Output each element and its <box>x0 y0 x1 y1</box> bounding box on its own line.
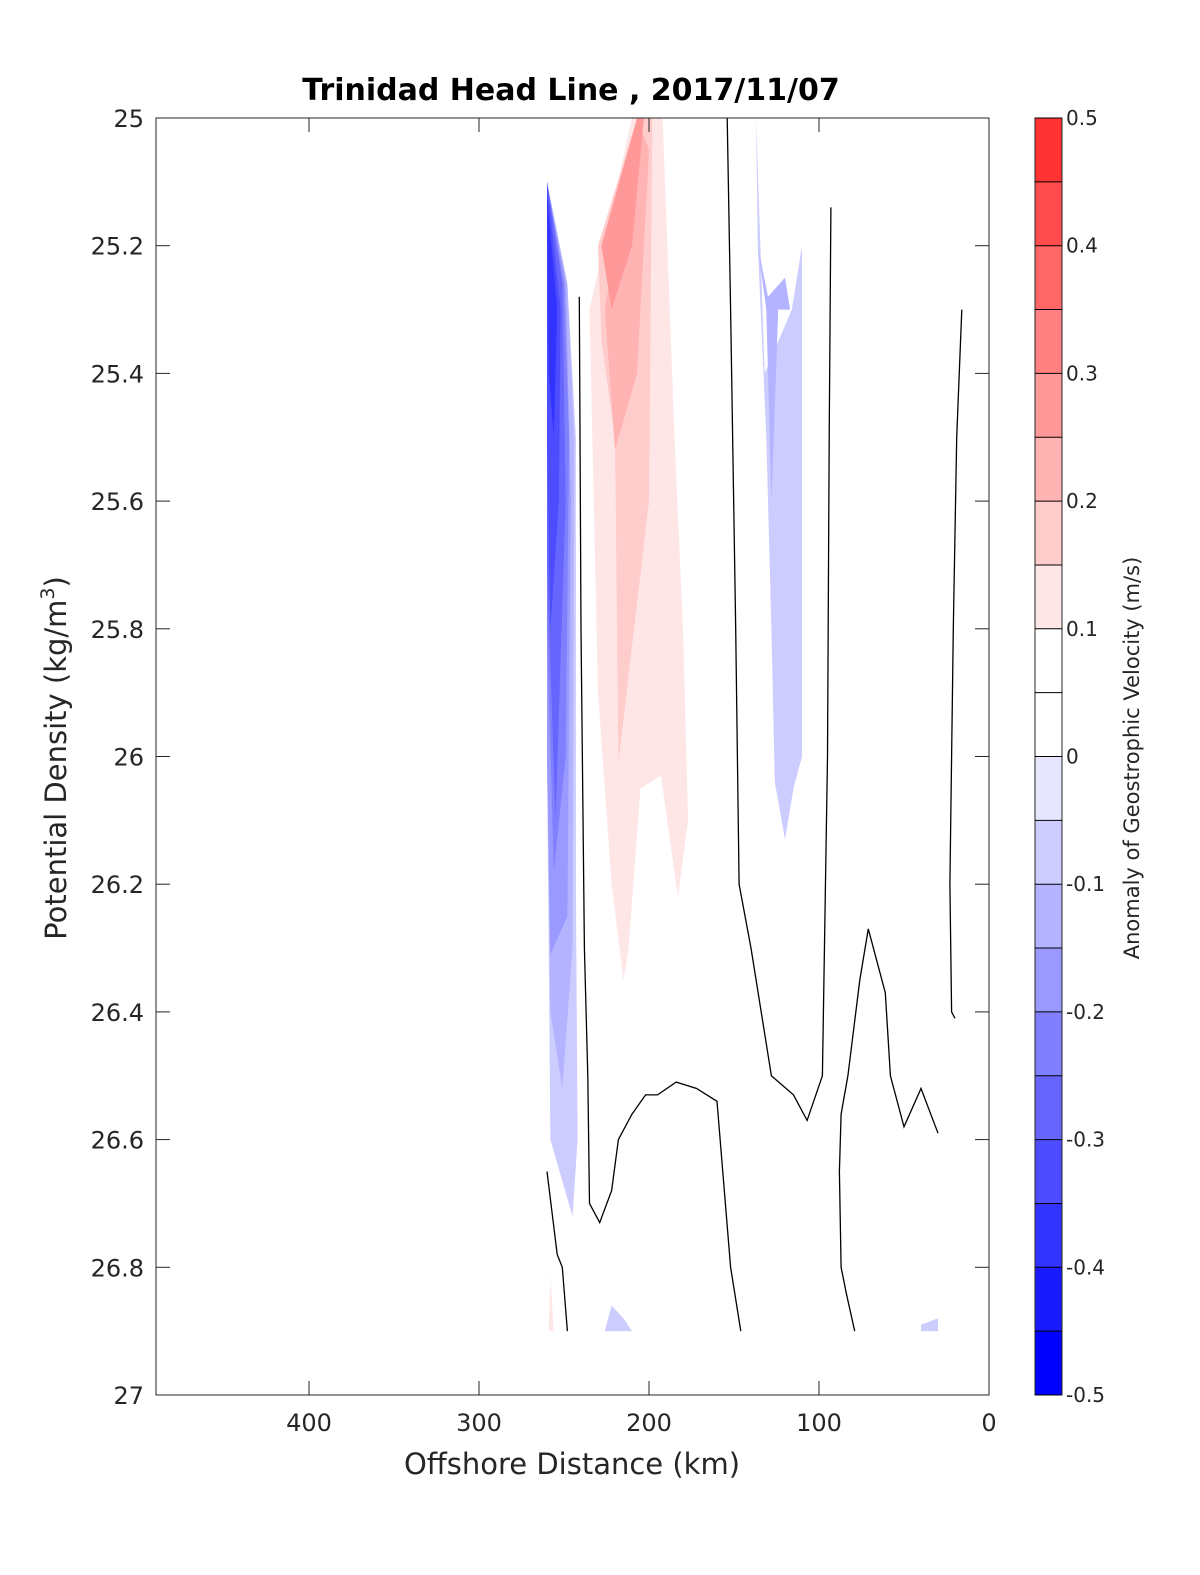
colorbar-tick-label: 0.5 <box>1066 106 1098 130</box>
colorbar-swatch <box>1035 1203 1062 1268</box>
colorbar-label: Anomaly of Geostrophic Velocity (m/s) <box>1120 557 1144 960</box>
region-neg-09 <box>757 245 791 502</box>
contour-zero-02 <box>726 117 832 1123</box>
colorbar-tick-label: 0.4 <box>1066 234 1098 258</box>
y-tick-label: 26.6 <box>91 1127 144 1155</box>
colorbar-swatch <box>1035 309 1062 374</box>
colorbar-swatch <box>1035 501 1062 565</box>
colorbar-swatch <box>1035 1075 1062 1140</box>
x-tick-labels: 400 300 200 100 0 <box>286 1409 997 1437</box>
contour-zero-04 <box>546 1171 569 1332</box>
zero-contour-lines <box>546 117 963 1332</box>
y-tick-label: 26.4 <box>91 999 144 1027</box>
y-axis-label-main: Potential Density (kg/m <box>39 600 73 940</box>
colorbar-swatch <box>1035 181 1062 246</box>
y-tick-label: 26.2 <box>91 871 144 899</box>
colorbar-swatch <box>1035 948 1062 1012</box>
region-neg-11 <box>921 1318 938 1332</box>
colorbar-swatches <box>1035 118 1062 1395</box>
colorbar-tick-label: 0.1 <box>1066 617 1098 641</box>
contour-zero-03 <box>949 309 963 1019</box>
colorbar-tick-label: -0.2 <box>1066 1000 1105 1024</box>
colorbar-tick-label: 0 <box>1066 745 1079 769</box>
colorbar-swatch <box>1035 756 1062 821</box>
filled-contour-regions <box>547 118 938 1332</box>
y-tick-label: 27 <box>113 1382 144 1410</box>
region-neg-08 <box>745 118 802 840</box>
colorbar-tick-label: -0.4 <box>1066 1255 1105 1279</box>
region-pos-06 <box>547 1222 561 1332</box>
region-pos-04 <box>604 118 649 450</box>
region-pos-05 <box>601 118 644 310</box>
x-tick-label: 200 <box>626 1409 672 1437</box>
colorbar-swatch <box>1035 820 1062 885</box>
colorbar-swatch <box>1035 884 1062 949</box>
y-axis-label-close: ) <box>39 576 73 587</box>
colorbar-swatch <box>1035 437 1062 502</box>
x-tick-label: 400 <box>286 1409 332 1437</box>
y-tick-label: 26 <box>113 744 144 772</box>
contour-zero-01 <box>578 296 742 1332</box>
x-tick-label: 0 <box>981 1409 996 1437</box>
y-tick-label: 25.6 <box>91 488 144 516</box>
colorbar-tick-label: 0.2 <box>1066 489 1098 513</box>
x-tick-label: 300 <box>456 1409 502 1437</box>
colorbar-swatch <box>1035 373 1062 438</box>
colorbar-swatch <box>1035 1011 1062 1076</box>
colorbar-swatch <box>1035 1331 1062 1395</box>
contour-zero-05 <box>838 928 939 1332</box>
colorbar-tick-label: -0.1 <box>1066 872 1105 896</box>
colorbar: -0.5 -0.4 -0.3 -0.2 -0.1 0 0.1 0.2 0.3 0.4 0.5 <box>1034 106 1105 1407</box>
plot-area <box>155 117 990 1396</box>
colorbar-swatch <box>1035 1267 1062 1332</box>
colorbar-swatch <box>1035 1139 1062 1204</box>
y-tick-label: 25 <box>113 105 144 133</box>
y-tick-label: 25.8 <box>91 616 144 644</box>
region-pos-07 <box>547 1222 554 1332</box>
colorbar-swatch <box>1035 628 1062 693</box>
region-neg-10 <box>604 1305 632 1332</box>
axis-ticks <box>156 117 990 1396</box>
colorbar-swatch <box>1035 245 1062 310</box>
y-axis-label-superscript: 3 <box>37 587 59 599</box>
colorbar-swatch <box>1035 564 1062 629</box>
region-neg-07 <box>547 194 558 438</box>
colorbar-ticks: -0.5 -0.4 -0.3 -0.2 -0.1 0 0.1 0.2 0.3 0.4 0.5 <box>1035 106 1105 1407</box>
y-axis-label: Potential Density (kg/m3) <box>37 576 73 940</box>
colorbar-tick-label: -0.5 <box>1066 1383 1105 1407</box>
colorbar-tick-label: -0.3 <box>1066 1128 1105 1152</box>
colorbar-swatch <box>1035 118 1062 182</box>
y-tick-label: 25.4 <box>91 360 144 388</box>
colorbar-swatch <box>1035 692 1062 757</box>
chart-title: Trinidad Head Line , 2017/11/07 <box>302 73 839 108</box>
x-tick-label: 100 <box>796 1409 842 1437</box>
x-axis-label: Offshore Distance (km) <box>404 1447 740 1481</box>
y-tick-label: 26.8 <box>91 1254 144 1282</box>
region-pos-08 <box>917 648 925 808</box>
y-tick-labels: 25 25.2 25.4 25.6 25.8 26 26.2 26.4 26.6 26.8 27 <box>91 105 144 1410</box>
y-tick-label: 25.2 <box>91 233 144 261</box>
colorbar-tick-label: 0.3 <box>1066 361 1098 385</box>
